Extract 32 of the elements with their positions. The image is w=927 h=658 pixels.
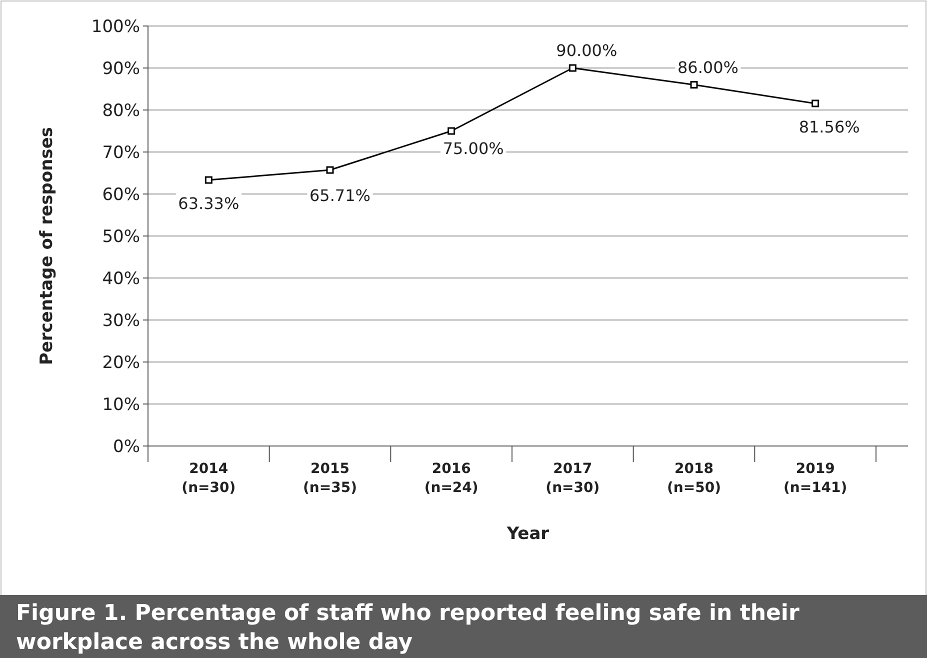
y-tick-label: 0% — [113, 437, 140, 457]
data-label: 86.00% — [677, 58, 739, 77]
x-tick-label: 2016 (n=24) — [424, 461, 478, 496]
y-tick-label: 70% — [102, 143, 140, 163]
y-tick-label: 20% — [102, 353, 140, 373]
y-tick-label: 80% — [102, 101, 140, 121]
y-tick-label: 10% — [102, 395, 140, 415]
data-label: 90.00% — [556, 41, 618, 60]
y-axis-title: Percentage of responses — [37, 126, 57, 366]
y-tick-label: 60% — [102, 185, 140, 205]
x-axis-title: Year — [506, 524, 550, 544]
data-label: 81.56% — [798, 117, 860, 136]
point — [568, 64, 576, 72]
x-tick-label: 2014 (n=30) — [182, 461, 236, 496]
point — [690, 81, 698, 89]
y-tick-label: 30% — [102, 311, 140, 331]
y-tick-label: 90% — [102, 59, 140, 79]
point — [448, 127, 456, 135]
point — [326, 166, 334, 174]
y-tick-label: 40% — [102, 269, 140, 289]
data-label: 75.00% — [442, 139, 504, 158]
data-label: 63.33% — [178, 194, 240, 214]
text: Figure 1. Percentage of staff who reported feeling safe in their workplace across the whole day — [16, 601, 800, 655]
data-label: 65.71% — [309, 186, 371, 206]
y-tick-label: 50% — [102, 227, 140, 247]
x-tick-label: 2018 (n=50) — [667, 461, 721, 496]
point — [812, 100, 820, 108]
x-tick-label: 2019 (n=141) — [783, 461, 848, 496]
x-tick-label: 2015 (n=35) — [303, 461, 357, 496]
point — [204, 176, 212, 184]
x-tick-label: 2017 (n=30) — [546, 461, 600, 496]
y-tick-label: 100% — [91, 17, 140, 37]
